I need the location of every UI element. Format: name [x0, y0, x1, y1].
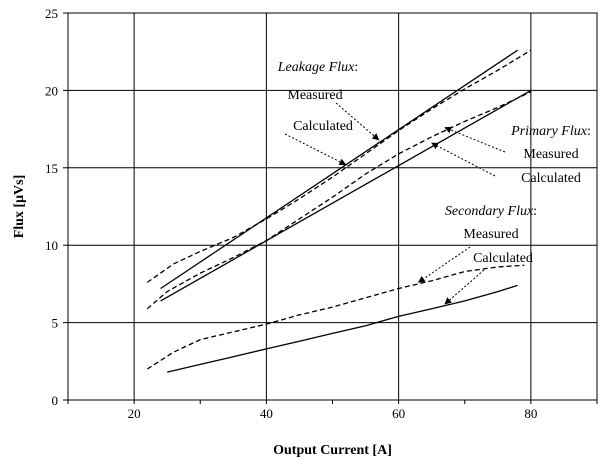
leakage-flux-measured-label: Measured — [287, 88, 342, 103]
series-lines — [146, 49, 532, 373]
series-secondary-flux-calculated — [167, 284, 518, 373]
y-tick-label: 25 — [45, 6, 58, 21]
y-tick-label: 0 — [52, 393, 59, 408]
y-tick-label: 5 — [52, 316, 59, 331]
leakage-flux-annotation-title: Leakage Flux: — [277, 60, 358, 75]
y-axis-title: Flux [μVs] — [12, 175, 27, 239]
series-leakage-flux-measured — [146, 49, 532, 283]
series-primary-flux-calculated — [160, 89, 532, 302]
secondary-flux-annotation-title: Secondary Flux: — [445, 204, 537, 219]
leakage-flux-calculated-label: Calculated — [293, 119, 353, 134]
series-secondary-flux-measured — [146, 264, 525, 370]
tick-labels: 20 40 60 80 0 5 10 15 20 25 — [45, 6, 537, 421]
primary-flux-measured-label: Measured — [523, 147, 578, 162]
primary-flux-measured-arrow — [444, 126, 506, 153]
y-tick-label: 10 — [45, 238, 58, 253]
annotations: Leakage Flux: Measured Calculated Primary F… — [277, 60, 591, 305]
leakage-flux-calculated-arrow — [284, 133, 347, 166]
secondary-flux-calculated-label: Calculated — [473, 251, 533, 266]
plot-frame — [67, 12, 598, 401]
primary-flux-calculated-arrow — [431, 142, 496, 177]
secondary-flux-calculated-arrow — [444, 269, 485, 305]
primary-flux-annotation-title: Primary Flux: — [510, 124, 591, 139]
secondary-flux-measured-label: Measured — [463, 227, 518, 242]
leakage-flux-measured-arrow — [335, 102, 380, 141]
series-primary-flux-measured — [146, 91, 532, 310]
x-tick-label: 20 — [128, 406, 141, 421]
x-axis-title: Output Current [A] — [273, 443, 392, 458]
x-tick-label: 40 — [260, 406, 273, 421]
y-tick-label: 20 — [45, 83, 58, 98]
x-tick-label: 80 — [524, 406, 537, 421]
series-leakage-flux-calculated — [160, 49, 518, 290]
primary-flux-calculated-label: Calculated — [521, 171, 581, 186]
secondary-flux-measured-arrow — [417, 246, 471, 283]
y-tick-label: 15 — [45, 161, 58, 176]
x-tick-label: 60 — [392, 406, 405, 421]
